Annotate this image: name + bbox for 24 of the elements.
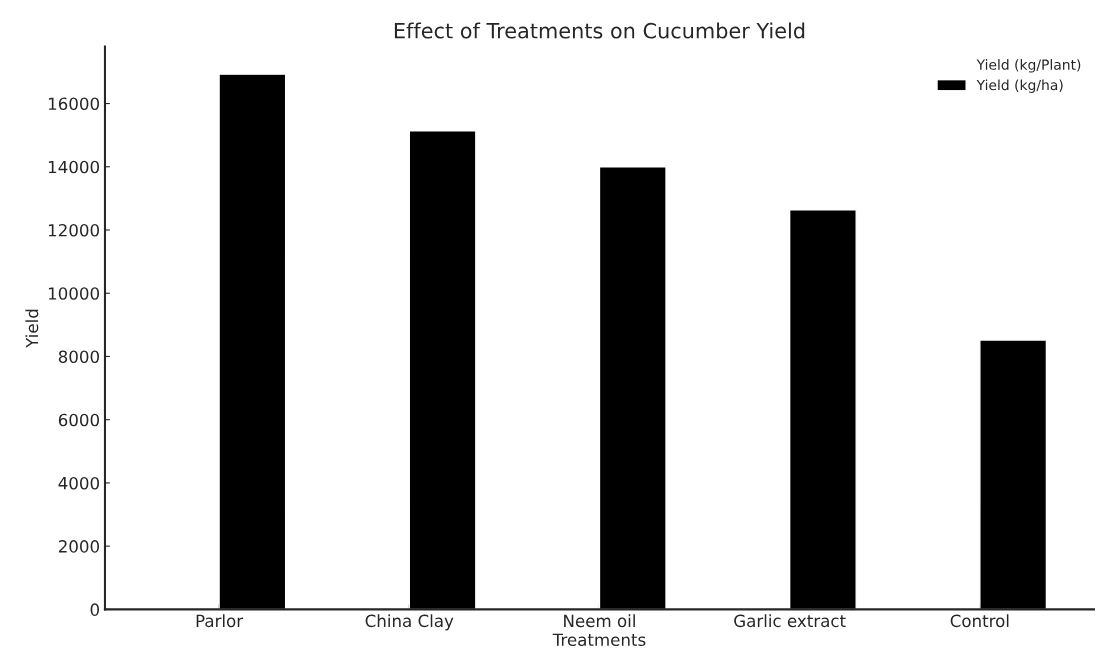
bar [979,339,1048,610]
x-tick-label: Control [950,614,1009,628]
bar [598,166,667,610]
bar [218,73,287,610]
y-tick-label: 10000 [48,287,100,300]
y-tick-label: 6000 [58,413,100,427]
bar [788,209,857,610]
x-tick-label: Garlic extract [734,614,846,628]
chart-title: Effect of Treatments on Cucumber Yield [394,22,805,39]
y-tick-label: 8000 [58,350,100,364]
legend-label: Yield (kg/ha) [976,79,1063,93]
bar [408,130,477,610]
y-tick-label: 14000 [48,160,100,174]
x-axis-title: Treatments [552,633,646,647]
x-tick-label: China Clay [365,614,454,631]
y-tick-label: 4000 [58,476,100,490]
x-tick-label: Neem oil [564,614,635,628]
y-tick-label: 16000 [48,97,100,111]
y-tick-label: 0 [90,603,100,616]
y-tick-label: 12000 [48,223,100,237]
y-tick-label: 2000 [58,540,100,553]
text: Yield (kg/Plant) [976,59,1081,73]
y-axis-title: Yield [25,309,39,348]
x-tick-label: Parlor [196,614,244,628]
